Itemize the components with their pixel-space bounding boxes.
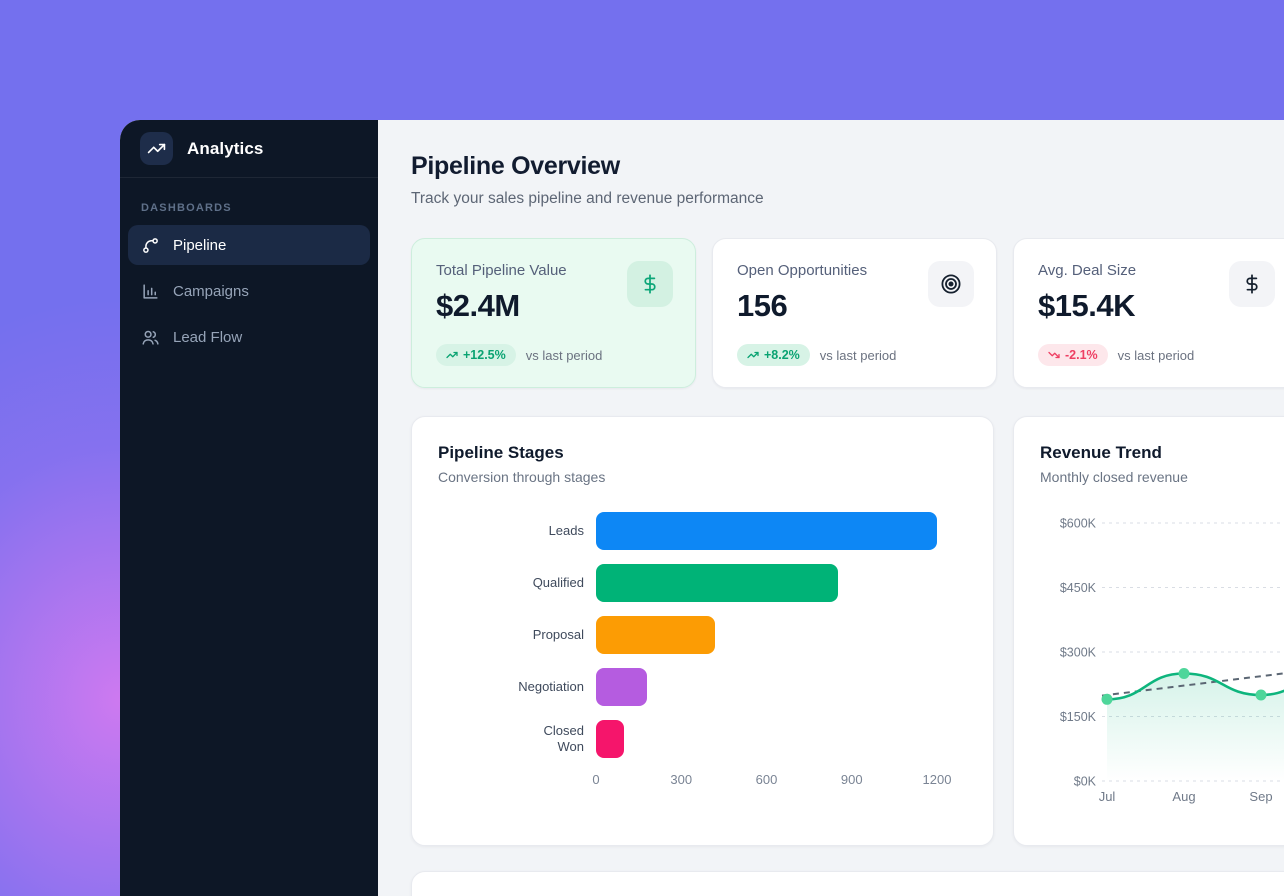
data-point-dot [1255, 689, 1267, 701]
page-subtitle: Track your sales pipeline and revenue pe… [411, 190, 764, 207]
stats-row: Total Pipeline Value $2.4M +12.5% vs las… [411, 238, 1284, 388]
x-tick: 0 [592, 772, 600, 787]
compare-text: vs last period [525, 347, 603, 363]
bar-track [596, 668, 967, 706]
x-tick-label: Sep [1249, 789, 1272, 804]
bar [596, 616, 716, 654]
bar-row: Negotiation [438, 668, 967, 706]
compare-text: vs last period [1117, 347, 1195, 363]
trending-up-icon [446, 351, 458, 359]
bar-row: Qualified [438, 564, 967, 602]
sidebar-section-label: DASHBOARDS [141, 202, 232, 214]
users-icon [141, 328, 160, 347]
bar-category-label: Negotiation [518, 679, 584, 695]
sidebar-item-campaigns[interactable]: Campaigns [128, 271, 370, 311]
bar [596, 720, 625, 758]
chart-subtitle: Conversion through stages [438, 469, 606, 485]
data-point-dot [1178, 668, 1190, 679]
bar [596, 512, 937, 550]
page-title: Pipeline Overview [411, 152, 620, 180]
bar-category-label: Leads [548, 523, 584, 539]
x-tick: 300 [670, 772, 693, 787]
sidebar: Analytics DASHBOARDS Pipeline [120, 120, 378, 896]
trending-up-icon [747, 351, 759, 359]
sidebar-item-pipeline[interactable]: Pipeline [128, 225, 370, 265]
bar-category-label: Closed Won [543, 723, 584, 754]
x-axis-ticks: 0 300 600 900 1200 [438, 772, 967, 790]
x-tick: 900 [840, 772, 863, 787]
change-badge: +8.2% [737, 344, 810, 366]
bar-track [596, 720, 967, 758]
stat-label: Avg. Deal Size [1038, 262, 1137, 279]
stat-value: $2.4M [436, 288, 520, 323]
stat-card-open-opportunities: Open Opportunities 156 +8.2% vs last per… [712, 238, 997, 388]
stat-card-avg-deal-size: Avg. Deal Size $15.4K -2.1% vs last peri… [1013, 238, 1284, 388]
dollar-icon [1229, 261, 1275, 307]
brand-row: Analytics [120, 120, 378, 178]
main-content: Pipeline Overview Track your sales pipel… [378, 120, 1284, 896]
y-tick-label: $450K [1060, 581, 1097, 595]
route-icon [141, 236, 160, 255]
brand-name: Analytics [187, 138, 264, 158]
x-tick: 1200 [922, 772, 952, 787]
y-tick-label: $300K [1060, 646, 1097, 660]
change-badge: -2.1% [1038, 344, 1108, 366]
bar [596, 668, 648, 706]
x-tick-label: Jul [1099, 789, 1116, 804]
bar-chart-icon [141, 282, 160, 301]
sidebar-item-label: Lead Flow [173, 328, 243, 346]
chart-subtitle: Monthly closed revenue [1040, 469, 1188, 485]
revenue-line [1105, 672, 1284, 701]
chart-title: Revenue Trend [1040, 443, 1162, 462]
change-badge: +12.5% [436, 344, 516, 366]
area-fill [1107, 673, 1284, 781]
sidebar-item-label: Pipeline [173, 236, 227, 254]
stat-label: Open Opportunities [737, 262, 868, 279]
charts-row: Pipeline Stages Conversion through stage… [411, 416, 1284, 846]
chart-title: Pipeline Stages [438, 443, 564, 462]
dollar-icon [627, 261, 673, 307]
y-tick-label: $150K [1060, 710, 1097, 724]
sidebar-item-lead-flow[interactable]: Lead Flow [128, 317, 370, 357]
trend-dashed-line [1101, 672, 1284, 697]
stat-value: 156 [737, 288, 788, 323]
bar-row: Proposal [438, 616, 967, 654]
x-tick: 600 [755, 772, 778, 787]
analytics-logo-icon [140, 132, 173, 165]
stat-value: $15.4K [1038, 288, 1135, 323]
bar-row: Leads [438, 512, 967, 550]
bar [596, 564, 838, 602]
y-tick-label: $600K [1060, 517, 1097, 531]
target-icon [928, 261, 974, 307]
bar-row: Closed Won [438, 720, 967, 758]
x-tick-label: Aug [1172, 789, 1195, 804]
bottom-card-partial [411, 871, 1284, 896]
bar-track [596, 512, 967, 550]
y-tick-label: $0K [1074, 775, 1097, 789]
stat-label: Total Pipeline Value [436, 262, 567, 279]
pipeline-stages-card: Pipeline Stages Conversion through stage… [411, 416, 994, 846]
stat-card-total-pipeline-value: Total Pipeline Value $2.4M +12.5% vs las… [411, 238, 696, 388]
app-window: Analytics DASHBOARDS Pipeline [120, 120, 1284, 896]
data-point-dot [1101, 693, 1113, 705]
compare-text: vs last period [819, 347, 897, 363]
sidebar-nav: Pipeline Campaigns [120, 225, 378, 363]
bar-track [596, 616, 967, 654]
bar-track [596, 564, 967, 602]
revenue-trend-card: Revenue Trend Monthly closed revenue $0K… [1013, 416, 1284, 846]
pipeline-stages-bar-chart: Leads Qualified Proposal Negotiation Closed … [438, 512, 967, 790]
sidebar-item-label: Campaigns [173, 282, 249, 300]
revenue-trend-line-chart: $0K $150K $300K $450K $600K Jul Aug Sep [1060, 517, 1284, 804]
bar-category-label: Qualified [532, 575, 584, 591]
bar-category-label: Proposal [532, 627, 584, 643]
trending-down-icon [1048, 351, 1060, 359]
